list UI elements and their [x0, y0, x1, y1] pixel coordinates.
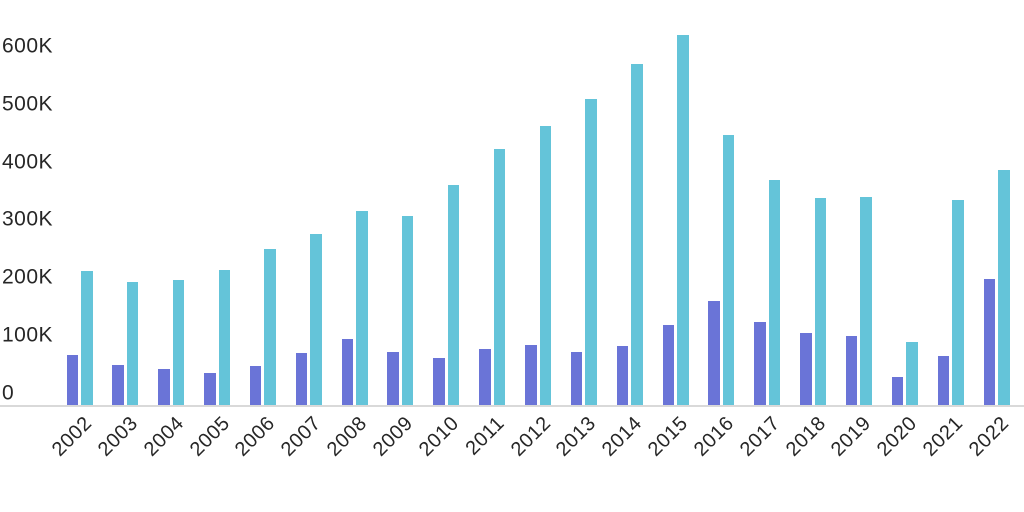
bar-2006-series-2: [264, 249, 276, 406]
x-tick-label: 2003: [93, 412, 143, 461]
y-tick-label: 400K: [2, 150, 54, 174]
x-tick-label: 2011: [461, 412, 510, 460]
x-tick-label: 2018: [781, 412, 830, 461]
bar-2021-series-1: [937, 356, 950, 406]
bar-2003-series-2: [126, 282, 139, 406]
bar-2015-series-1: [662, 324, 675, 406]
bar-2022-series-1: [983, 279, 995, 406]
y-tick-label: 0: [2, 381, 15, 404]
bar-2017-series-2: [768, 180, 781, 406]
bar-2014-series-1: [616, 345, 629, 406]
y-tick-label: 600K: [2, 34, 54, 58]
x-tick-label: 2022: [964, 412, 1014, 461]
x-tick-label: 2002: [47, 412, 97, 461]
bar-2013-series-2: [585, 98, 597, 406]
bar-2010-series-1: [433, 357, 445, 406]
x-tick-label: 2016: [689, 412, 739, 461]
y-tick-label: 500K: [2, 92, 54, 116]
bar-2012-series-2: [539, 126, 551, 406]
y-tick-label: 300K: [2, 207, 54, 231]
x-tick-label: 2017: [735, 412, 785, 461]
bar-2018-series-2: [814, 197, 827, 406]
bar-2007-series-1: [295, 353, 308, 406]
bar-2004-series-1: [158, 369, 170, 406]
bar-2003-series-1: [112, 364, 124, 406]
bar-2012-series-1: [525, 345, 537, 406]
x-tick-label: 2015: [643, 412, 693, 461]
bar-2019-series-1: [845, 335, 858, 406]
bar-2007-series-2: [310, 234, 322, 406]
bar-2002-series-2: [81, 270, 93, 406]
x-tick-label: 2007: [277, 412, 326, 461]
x-tick-label: 2019: [827, 412, 876, 461]
bar-2004-series-2: [172, 279, 185, 406]
bar-2016-series-2: [722, 134, 735, 406]
bar-2010-series-2: [447, 184, 460, 406]
bar-2008-series-1: [341, 338, 354, 406]
bar-2019-series-2: [860, 196, 872, 406]
y-tick-label: 100K: [2, 323, 54, 347]
bar-2005-series-1: [204, 373, 216, 406]
x-tick-label: 2012: [506, 412, 555, 461]
bar-2015-series-2: [677, 34, 689, 406]
y-tick-label: 200K: [2, 265, 54, 289]
bar-2020-series-1: [891, 377, 904, 406]
bar-2018-series-1: [800, 332, 812, 406]
x-axis-line: [0, 405, 1024, 407]
x-tick-label: 2021: [919, 412, 968, 461]
x-tick-label: 2013: [552, 412, 601, 461]
x-tick-label: 2020: [873, 412, 922, 461]
bar-2014-series-2: [631, 63, 643, 406]
x-tick-label: 2014: [598, 412, 647, 461]
bar-2008-series-2: [356, 210, 368, 406]
bar-2021-series-2: [952, 200, 964, 406]
bar-2013-series-1: [570, 351, 583, 406]
x-tick-label: 2010: [414, 412, 464, 461]
x-tick-label: 2006: [231, 412, 280, 461]
bar-2016-series-1: [708, 301, 720, 406]
x-tick-label: 2008: [323, 412, 372, 461]
bar-2017-series-1: [754, 321, 766, 406]
bar-2011-series-2: [493, 148, 506, 406]
bar-2005-series-2: [218, 269, 231, 406]
bar-2020-series-2: [906, 342, 918, 406]
x-tick-label: 2009: [368, 412, 418, 461]
bar-2006-series-1: [249, 365, 262, 406]
bar-2009-series-2: [401, 215, 414, 406]
bar-2002-series-1: [66, 355, 78, 406]
x-tick-label: 2005: [185, 412, 234, 461]
bar-2022-series-2: [998, 169, 1010, 406]
bar-2011-series-1: [479, 348, 491, 406]
bar-2009-series-1: [387, 351, 399, 406]
x-tick-label: 2004: [139, 412, 189, 461]
